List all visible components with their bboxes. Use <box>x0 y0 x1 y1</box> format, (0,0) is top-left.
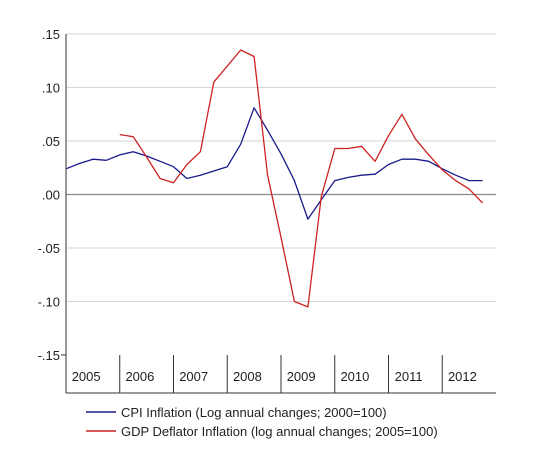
x-tick-label: 2005 <box>72 369 101 384</box>
x-tick-label: 2006 <box>125 369 154 384</box>
x-tick-label: 2011 <box>395 369 423 384</box>
x-tick-label: 2012 <box>448 369 477 384</box>
x-tick-label: 2008 <box>233 369 262 384</box>
series-lines <box>65 49 484 308</box>
gridlines <box>66 33 496 302</box>
y-tick-label: -.10 <box>38 295 60 310</box>
x-axis-ticks: 2005 2006 2007 2008 2009 2010 2011 2012 <box>72 355 477 393</box>
y-tick-label: -.05 <box>38 241 60 256</box>
y-tick-label: -.15 <box>38 348 60 363</box>
x-tick-label: 2010 <box>340 369 369 384</box>
x-tick-label: 2007 <box>179 369 208 384</box>
y-tick-label: .00 <box>42 188 60 203</box>
legend-label: GDP Deflator Inflation (log annual chang… <box>121 424 438 439</box>
legend-label: CPI Inflation (Log annual changes; 2000=… <box>121 405 387 420</box>
x-tick-label: 2009 <box>287 369 316 384</box>
legend: CPI Inflation (Log annual changes; 2000=… <box>86 405 438 439</box>
y-axis-ticks: .15 .10 .05 .00 -.05 -.10 -.15 <box>38 27 66 363</box>
y-tick-label: .05 <box>42 134 60 149</box>
y-tick-label: .15 <box>42 27 60 42</box>
y-tick-label: .10 <box>42 81 60 96</box>
series-line-gdp-deflator <box>119 49 484 308</box>
series-line-cpi <box>65 107 483 220</box>
